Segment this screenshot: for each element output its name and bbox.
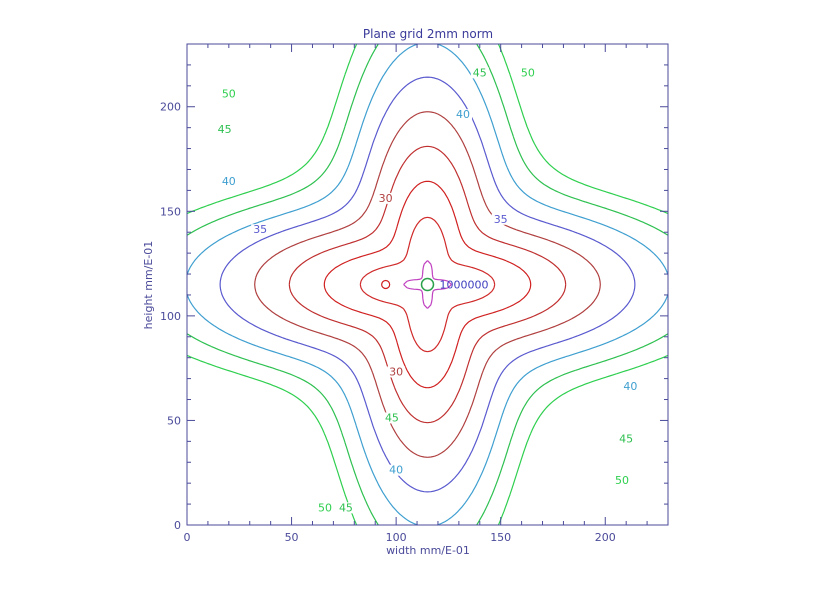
center-value-label: 1000000: [440, 279, 489, 292]
contour-label-bg: [219, 176, 238, 188]
contour-label-bg: [382, 412, 401, 424]
plot-frame: [186, 43, 669, 526]
x-axis-ticks: 0 50 100 150 200: [184, 44, 648, 544]
center-ring: [420, 277, 435, 292]
x-axis-label: width mm/E-01: [386, 544, 470, 557]
contour-level-label: 30: [379, 192, 393, 205]
contour-level-label: 50: [615, 474, 629, 487]
y-tick-label: 150: [160, 205, 181, 218]
contour-line-30: [254, 111, 601, 458]
contour-label-bg: [491, 213, 510, 225]
contour-level-label: 30: [389, 365, 403, 378]
contour-label-bg: [621, 381, 640, 393]
contour-line-25: [288, 145, 567, 424]
center-marker: 1000000: [381, 277, 489, 292]
contour-label-bg: [215, 123, 234, 135]
contour-line-40: [186, 43, 669, 526]
y-tick-label: 0: [174, 519, 181, 532]
contour-line-50: [186, 43, 669, 526]
contour-label-bg: [387, 464, 406, 476]
contour-level-label: 40: [456, 108, 470, 121]
y-axis-label: height mm/E-01: [142, 241, 155, 330]
x-tick-label: 0: [184, 531, 191, 544]
left-hotspot: [381, 279, 391, 290]
y-axis-ticks: 0 50 100 150 200: [160, 64, 668, 532]
contour-label-bg: [470, 67, 489, 79]
contour-level-label: 40: [389, 464, 403, 477]
contour-line-35: [219, 76, 636, 493]
contour-level-label: 50: [222, 87, 236, 100]
contour-label-bg: [454, 109, 473, 121]
contour-level-label: 45: [619, 432, 633, 445]
y-tick-label: 200: [160, 101, 181, 114]
chart-title: Plane grid 2mm norm: [363, 27, 493, 41]
contour-line-15: [359, 216, 496, 353]
contour-level-label: 45: [339, 501, 353, 514]
contour-level-label: 50: [318, 501, 332, 514]
contour-label-bg: [612, 475, 631, 487]
contour-line-20: [323, 180, 532, 389]
contour-line-10: [403, 260, 452, 309]
contour-label-bg: [376, 192, 395, 204]
contour-label-bg: [617, 433, 636, 445]
contour-level-label: 50: [521, 66, 535, 79]
contour-level-label: 45: [473, 66, 487, 79]
contour-level-label: 40: [222, 175, 236, 188]
contour-level-label: 45: [385, 411, 399, 424]
contour-level-label: 35: [253, 223, 267, 236]
contour-label-bg: [219, 88, 238, 100]
contour-line-45: [186, 43, 669, 526]
contour-label-bg: [251, 224, 270, 236]
x-tick-label: 150: [490, 531, 511, 544]
y-tick-label: 100: [160, 310, 181, 323]
contour-label-bg: [518, 67, 537, 79]
x-tick-label: 200: [595, 531, 616, 544]
x-tick-label: 100: [386, 531, 407, 544]
contour-level-labels: 50 45 40 35 45 50 40 35 30 40 45 50 45 40 45 50 30: [215, 66, 640, 514]
contour-label-bg: [387, 366, 406, 378]
y-tick-label: 50: [167, 414, 181, 427]
contour-level-label: 40: [623, 380, 637, 393]
contour-level-label: 35: [494, 213, 508, 226]
contour-level-label: 45: [218, 123, 232, 136]
x-tick-label: 50: [285, 531, 299, 544]
contour-label-bg: [316, 502, 335, 514]
contour-lines: [186, 43, 669, 526]
contour-label-bg: [336, 502, 355, 514]
